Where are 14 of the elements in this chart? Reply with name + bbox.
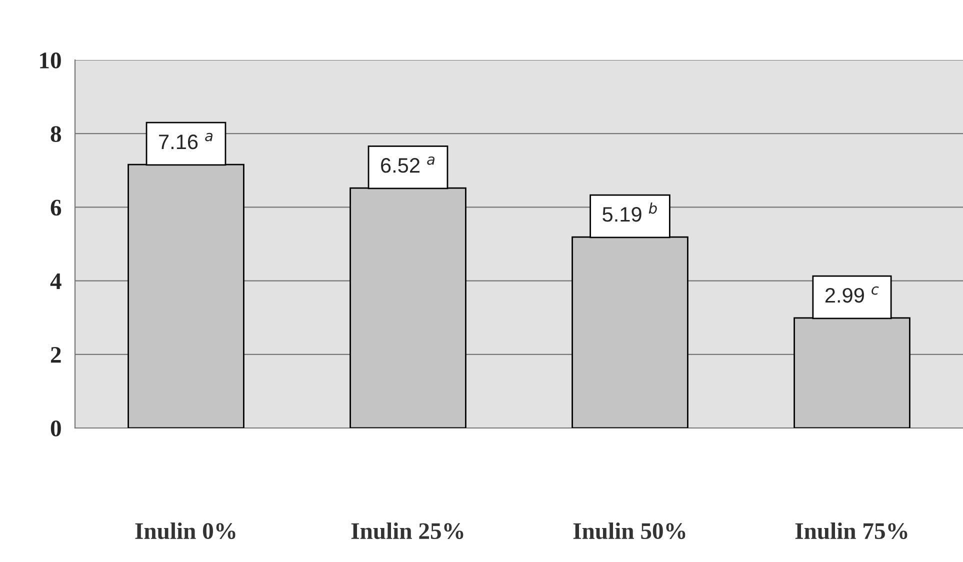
y-tick-label: 0 (50, 420, 61, 436)
x-tick-label: Inulin 0% (135, 522, 236, 540)
y-tick-label: 8 (50, 126, 62, 142)
data-label: 6.52 $^{a}$ (381, 156, 434, 173)
y-tick-label: 4 (50, 273, 62, 289)
y-tick-label: 10 (40, 52, 61, 68)
y-tick-label: 6 (50, 200, 62, 216)
y-tick-label: 2 (50, 346, 61, 363)
x-tick-label: Inulin 50% (573, 522, 686, 540)
data-label: 2.99 $^{c}$ (825, 286, 879, 303)
x-tick-label: Inulin 25% (351, 522, 464, 540)
data-label: 7.16 $^{a}$ (159, 132, 212, 150)
data-label: 5.19 $^{b}$ (602, 202, 657, 222)
x-tick-label: Inulin 75% (795, 522, 908, 540)
